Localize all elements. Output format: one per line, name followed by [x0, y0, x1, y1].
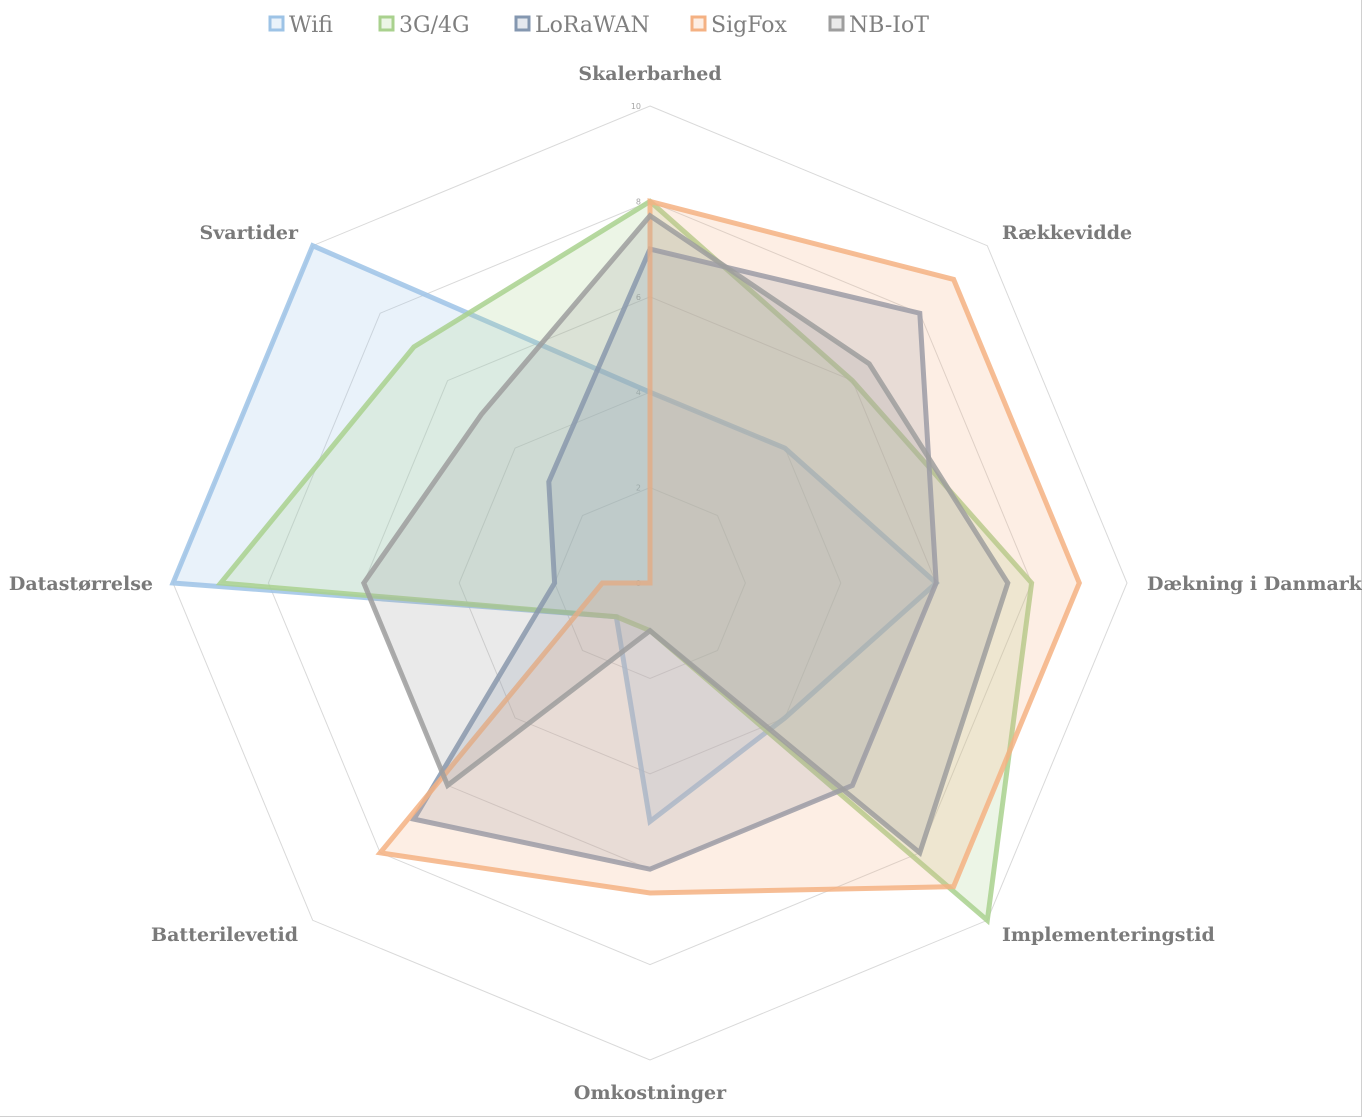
axis-label-omkostninger: Omkostninger [574, 1082, 727, 1104]
axis-label-batterilevetid: Batterilevetid [151, 924, 298, 946]
tick-label-8: 8 [636, 197, 641, 206]
axis-label-svartider: Svartider [200, 222, 299, 244]
legend-label-3g-4g: 3G/4G [399, 13, 470, 38]
grid-ring-8 [267, 200, 1033, 966]
grid-ring-2 [554, 487, 746, 679]
series-sigfox-polygon [375, 198, 1083, 896]
legend-item-3g-4g: 3G/4G [378, 13, 470, 38]
series-wifi-polygon [169, 242, 940, 827]
legend-item-lorawan: LoRaWAN [514, 13, 650, 38]
axis-label-daekning-i-danmark: Dækning i Danmark [1147, 573, 1362, 595]
tick-label-10: 10 [631, 102, 641, 111]
grid-ring-4 [458, 391, 842, 775]
legend-swatch-nb-iot [828, 15, 845, 32]
axis-label-skalerbarhed: Skalerbarhed [578, 63, 721, 85]
tick-label-4: 4 [636, 388, 641, 397]
legend-item-wifi: Wifi [268, 13, 333, 38]
series-nb-iot-polygon [360, 212, 1011, 858]
legend-item-nb-iot: NB-IoT [828, 13, 929, 38]
legend-label-nb-iot: NB-IoT [849, 13, 929, 38]
series-polygons [169, 198, 1083, 926]
axis-label-implementeringstid: Implementeringstid [1002, 924, 1215, 946]
tick-label-2: 2 [636, 484, 641, 493]
legend-swatch-sigfox [690, 15, 707, 32]
axis-label-raekkevidde: Rækkevidde [1002, 222, 1132, 244]
legend-swatch-wifi [268, 15, 285, 32]
legend-item-sigfox: SigFox [690, 13, 787, 38]
legend-swatch-3g-4g [378, 15, 395, 32]
legend-swatch-lorawan [514, 15, 531, 32]
legend: Wifi 3G/4G LoRaWAN SigFox NB-IoT [268, 13, 929, 38]
legend-label-wifi: Wifi [289, 13, 333, 38]
legend-label-lorawan: LoRaWAN [535, 13, 650, 38]
legend-label-sigfox: SigFox [711, 13, 787, 38]
axis-label-datastorrelse: Datastørrelse [9, 573, 153, 595]
tick-label-6: 6 [636, 293, 641, 302]
axis-labels: Skalerbarhed Rækkevidde Dækning i Danmark I… [9, 63, 1362, 1104]
